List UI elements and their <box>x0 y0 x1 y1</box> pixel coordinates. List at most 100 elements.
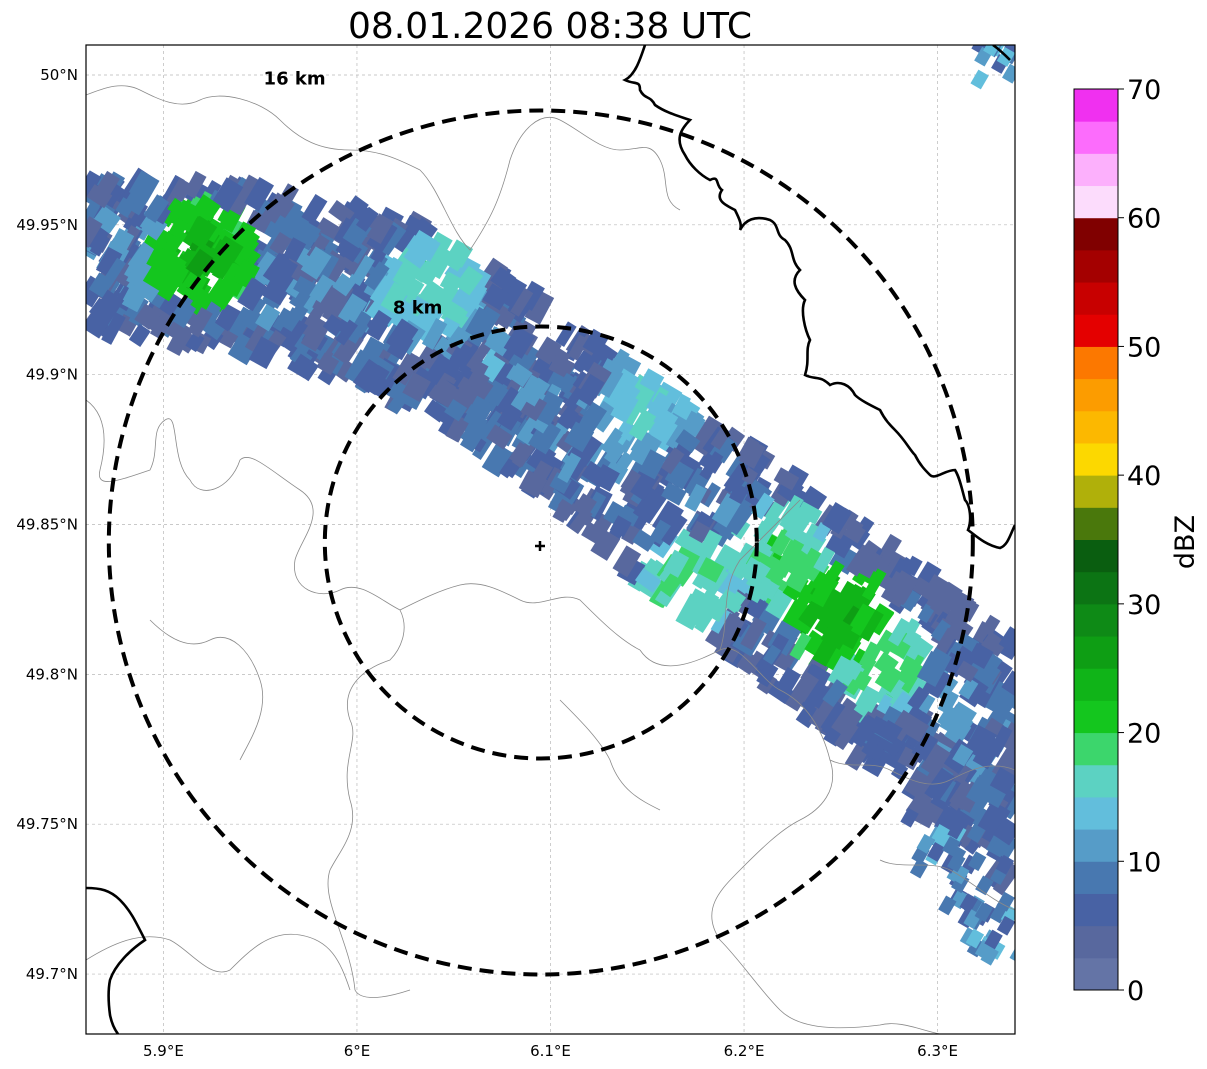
echo-block <box>927 842 946 862</box>
echo-block <box>917 603 936 624</box>
echo-block <box>946 819 965 840</box>
echo-block <box>765 588 793 620</box>
colorbar-segment <box>1074 346 1118 380</box>
colorbar-frame <box>1073 88 1119 991</box>
echo-block <box>572 493 597 519</box>
echo-block <box>355 206 379 232</box>
echo-block <box>183 170 207 199</box>
echo-block <box>751 492 775 520</box>
echo-block <box>237 277 268 312</box>
echo-block <box>959 893 978 913</box>
echo-block <box>729 483 749 505</box>
echo-block <box>380 281 410 314</box>
echo-block <box>1004 45 1015 54</box>
echo-block <box>939 706 962 733</box>
echo-block <box>460 417 488 447</box>
echo-block <box>838 659 863 687</box>
echo-block <box>809 578 835 608</box>
echo-block <box>632 529 657 552</box>
echo-block <box>784 548 810 577</box>
echo-block <box>1009 944 1015 964</box>
echo-block <box>858 641 883 670</box>
echo-block <box>899 649 925 678</box>
colorbar-segment <box>1074 796 1118 830</box>
echo-block <box>465 306 497 342</box>
map-area[interactable]: 8 km 16 km <box>75 14 1029 1034</box>
echo-block <box>244 321 270 353</box>
echo-block <box>739 556 765 584</box>
echo-block <box>954 645 978 669</box>
echo-block <box>981 631 1008 657</box>
echo-block <box>924 767 956 803</box>
echo-block <box>115 197 136 218</box>
echo-block <box>312 281 341 316</box>
echo-block <box>955 660 979 683</box>
echo-block <box>248 336 280 370</box>
colorbar-segment <box>1074 249 1118 283</box>
echo-block <box>134 303 161 330</box>
y-tick-label: 49.75°N <box>16 815 78 833</box>
echo-block <box>581 460 609 488</box>
municipal-boundaries <box>86 85 1015 1034</box>
echo-block <box>366 213 394 244</box>
echo-block <box>528 418 562 455</box>
echo-block <box>445 414 470 443</box>
range-ring-label: 16 km <box>264 69 326 90</box>
echo-block <box>852 671 872 692</box>
echo-block <box>300 316 331 352</box>
echo-block <box>86 170 102 198</box>
colorbar-segment <box>1074 378 1118 412</box>
echo-block <box>790 671 820 703</box>
echo-block <box>979 783 1006 809</box>
echo-block <box>301 194 328 225</box>
colorbar-segment <box>1074 732 1118 766</box>
colorbar-tick-label: 0 <box>1127 976 1144 1007</box>
echo-block <box>535 336 562 365</box>
echo-block <box>944 617 965 641</box>
echo-block <box>988 725 1013 758</box>
echo-block <box>496 403 523 431</box>
echo-block <box>983 45 1002 57</box>
echo-block <box>916 833 935 854</box>
echo-block <box>911 576 938 601</box>
colorbar-segment <box>1074 764 1118 798</box>
echo-block <box>101 257 126 288</box>
echo-block <box>434 379 457 402</box>
echo-block <box>211 177 244 213</box>
echo-block <box>827 655 854 687</box>
x-tick-label: 6°E <box>344 1042 371 1060</box>
echo-block <box>890 762 909 781</box>
echo-block <box>466 339 494 372</box>
echo-block <box>725 574 743 594</box>
echo-block <box>282 320 308 352</box>
echo-block <box>352 358 385 394</box>
echo-block <box>300 246 332 280</box>
echo-block <box>922 647 952 679</box>
echo-block <box>876 694 895 715</box>
echo-block <box>481 442 514 478</box>
echo-block <box>717 585 747 614</box>
echo-block <box>185 215 218 250</box>
echo-block <box>831 704 863 739</box>
colorbar-unit-label: dBZ <box>1170 515 1201 569</box>
echo-block <box>951 864 970 885</box>
colorbar-segment <box>1074 442 1118 476</box>
echo-block <box>332 272 356 297</box>
echo-block <box>813 546 836 573</box>
echo-block <box>590 529 621 561</box>
x-tick-label: 6.2°E <box>724 1042 765 1060</box>
echo-block <box>929 585 957 616</box>
x-tick-label: 6.1°E <box>530 1042 571 1060</box>
echo-block <box>1011 16 1029 36</box>
colorbar-tick-label: 20 <box>1127 719 1161 750</box>
echo-block <box>216 309 238 332</box>
echo-block <box>557 372 578 395</box>
echo-block <box>345 310 372 344</box>
echo-block <box>981 20 999 40</box>
echo-block <box>952 744 974 767</box>
echo-block <box>980 16 998 36</box>
echo-block <box>482 283 510 311</box>
echo-block <box>745 561 771 591</box>
echo-block <box>358 336 386 368</box>
echo-block <box>883 738 916 773</box>
